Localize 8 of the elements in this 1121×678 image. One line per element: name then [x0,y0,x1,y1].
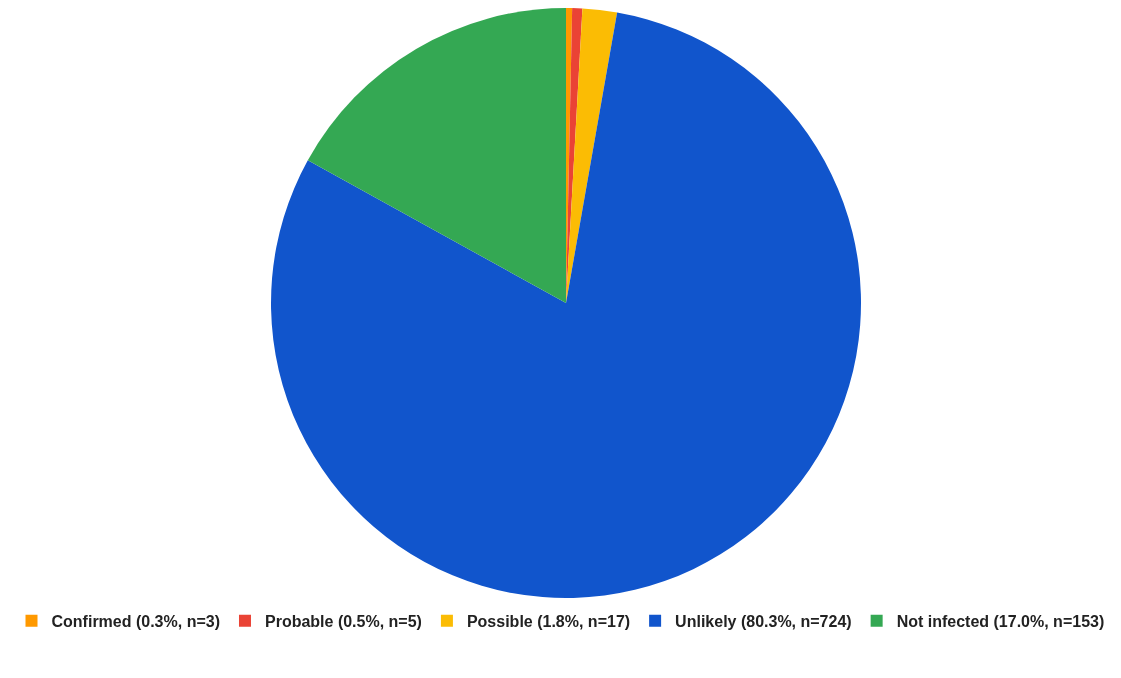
legend-label: Probable (0.5%, n=5) [264,613,422,631]
legend-label: Possible (1.8%, n=17) [466,613,631,631]
legend-label: Unlikely (80.3%, n=724) [675,613,852,631]
pie-slice [307,8,567,303]
legend-label: Not infected (17.0%, n=153) [896,613,1105,631]
pie-slice [566,8,618,303]
pie-slice [271,12,861,598]
legend-label: Confirmed (0.3%, n=3) [51,613,220,631]
